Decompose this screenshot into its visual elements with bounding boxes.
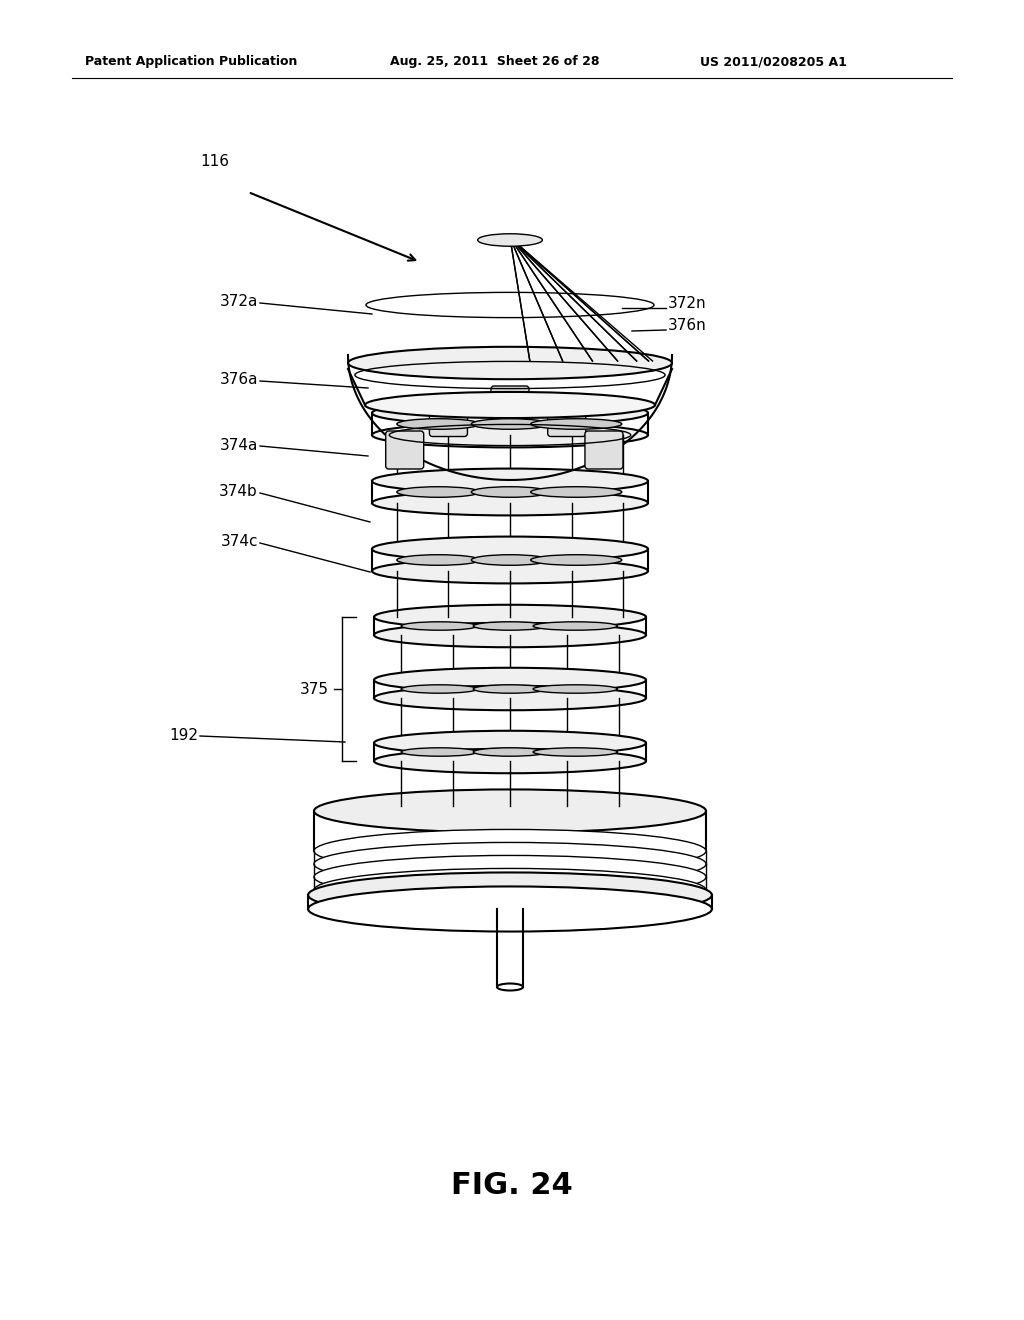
Ellipse shape: [534, 622, 617, 630]
Ellipse shape: [497, 983, 523, 990]
Text: 374c: 374c: [220, 535, 258, 549]
Ellipse shape: [314, 789, 706, 833]
FancyBboxPatch shape: [585, 432, 623, 469]
Text: FIG. 24: FIG. 24: [452, 1171, 572, 1200]
Text: 376a: 376a: [219, 372, 258, 388]
Ellipse shape: [530, 554, 622, 565]
Ellipse shape: [365, 392, 655, 418]
Ellipse shape: [374, 605, 646, 630]
Ellipse shape: [308, 873, 712, 917]
Ellipse shape: [314, 869, 706, 912]
Ellipse shape: [314, 829, 706, 873]
Ellipse shape: [372, 422, 648, 447]
Ellipse shape: [314, 842, 706, 886]
Ellipse shape: [534, 748, 617, 756]
Text: Patent Application Publication: Patent Application Publication: [85, 55, 297, 69]
Text: 374a: 374a: [219, 437, 258, 453]
Ellipse shape: [314, 855, 706, 899]
Ellipse shape: [372, 558, 648, 583]
Text: 192: 192: [169, 727, 198, 742]
Ellipse shape: [530, 487, 622, 498]
Ellipse shape: [477, 234, 543, 247]
Ellipse shape: [401, 622, 477, 630]
Ellipse shape: [372, 469, 648, 494]
FancyBboxPatch shape: [548, 399, 586, 437]
Ellipse shape: [471, 418, 549, 429]
Ellipse shape: [397, 554, 479, 565]
Text: US 2011/0208205 A1: US 2011/0208205 A1: [700, 55, 847, 69]
Text: 116: 116: [200, 154, 229, 169]
Ellipse shape: [372, 491, 648, 515]
FancyBboxPatch shape: [386, 432, 424, 469]
Text: 372a: 372a: [219, 294, 258, 309]
FancyBboxPatch shape: [490, 385, 529, 424]
Text: Aug. 25, 2011  Sheet 26 of 28: Aug. 25, 2011 Sheet 26 of 28: [390, 55, 599, 69]
Ellipse shape: [308, 887, 712, 932]
Ellipse shape: [401, 685, 477, 693]
Ellipse shape: [374, 731, 646, 755]
Ellipse shape: [372, 536, 648, 561]
Ellipse shape: [374, 686, 646, 710]
Text: 374b: 374b: [219, 484, 258, 499]
Ellipse shape: [397, 418, 479, 429]
Ellipse shape: [374, 623, 646, 647]
Text: 375: 375: [300, 681, 329, 697]
Ellipse shape: [473, 685, 547, 693]
Ellipse shape: [534, 685, 617, 693]
Ellipse shape: [473, 622, 547, 630]
Ellipse shape: [374, 668, 646, 692]
Ellipse shape: [530, 418, 622, 429]
Ellipse shape: [372, 400, 648, 425]
Ellipse shape: [397, 487, 479, 498]
Ellipse shape: [348, 347, 672, 379]
Text: 376n: 376n: [668, 318, 707, 334]
FancyBboxPatch shape: [429, 399, 467, 437]
Ellipse shape: [471, 554, 549, 565]
Ellipse shape: [471, 487, 549, 498]
Ellipse shape: [401, 748, 477, 756]
Ellipse shape: [473, 748, 547, 756]
Ellipse shape: [374, 748, 646, 774]
Text: 372n: 372n: [668, 296, 707, 310]
